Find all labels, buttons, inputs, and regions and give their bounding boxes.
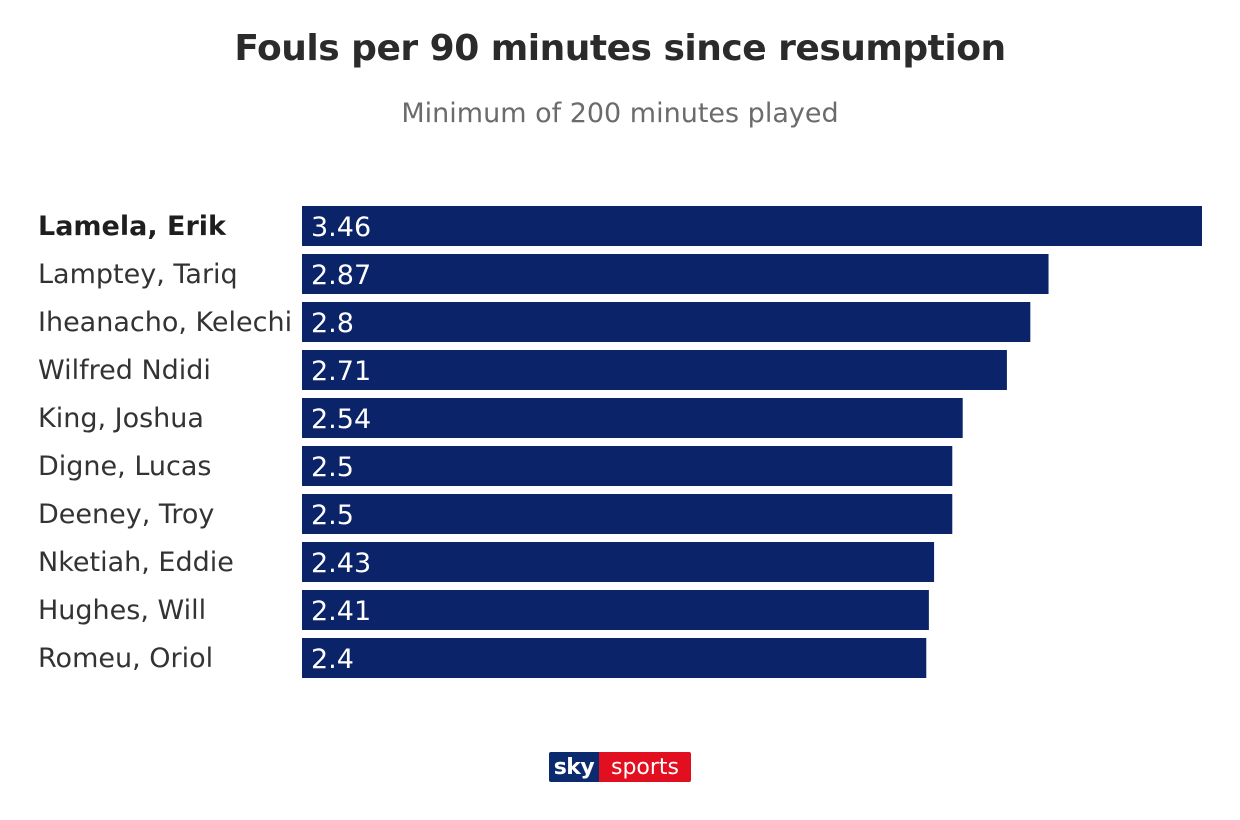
bar-row: Digne, Lucas 2.5 bbox=[38, 446, 953, 486]
value-label: 2.87 bbox=[311, 260, 371, 291]
bar bbox=[302, 494, 953, 534]
bar bbox=[302, 350, 1007, 390]
value-label: 2.4 bbox=[311, 644, 354, 675]
bar bbox=[302, 206, 1202, 246]
bar-row: Wilfred Ndidi 2.71 bbox=[38, 350, 1007, 390]
category-label: Wilfred Ndidi bbox=[38, 355, 211, 386]
category-label: Hughes, Will bbox=[38, 595, 206, 626]
value-label: 2.5 bbox=[311, 500, 354, 531]
bar bbox=[302, 638, 927, 678]
bar bbox=[302, 590, 929, 630]
value-label: 2.71 bbox=[311, 356, 371, 387]
bar-row: Hughes, Will 2.41 bbox=[38, 590, 929, 630]
bar bbox=[302, 398, 963, 438]
bar bbox=[302, 542, 935, 582]
value-label: 2.43 bbox=[311, 548, 371, 579]
value-label: 2.5 bbox=[311, 452, 354, 483]
value-label: 2.54 bbox=[311, 404, 371, 435]
bar-row: Lamptey, Tariq 2.87 bbox=[38, 254, 1049, 294]
logo-sports-text: sports bbox=[599, 752, 691, 782]
bar-row: King, Joshua 2.54 bbox=[38, 398, 963, 438]
bar bbox=[302, 254, 1049, 294]
value-label: 2.8 bbox=[311, 308, 354, 339]
category-label: Lamela, Erik bbox=[38, 211, 227, 242]
chart-title: Fouls per 90 minutes since resumption bbox=[234, 28, 1006, 69]
category-label: Deeney, Troy bbox=[38, 499, 214, 530]
category-label: Lamptey, Tariq bbox=[38, 259, 238, 290]
bar bbox=[302, 302, 1031, 342]
bar bbox=[302, 446, 953, 486]
value-label: 2.41 bbox=[311, 596, 371, 627]
bar-row: Lamela, Erik 3.46 bbox=[38, 206, 1202, 246]
bar-row: Iheanacho, Kelechi 2.8 bbox=[38, 302, 1031, 342]
category-label: Nketiah, Eddie bbox=[38, 547, 234, 578]
value-label: 3.46 bbox=[311, 212, 371, 243]
logo-sky-text: sky bbox=[549, 752, 599, 782]
category-label: Digne, Lucas bbox=[38, 451, 211, 482]
bar-row: Deeney, Troy 2.5 bbox=[38, 494, 953, 534]
chart-subtitle: Minimum of 200 minutes played bbox=[401, 98, 839, 129]
bar-row: Romeu, Oriol 2.4 bbox=[38, 638, 927, 678]
bar-row: Nketiah, Eddie 2.43 bbox=[38, 542, 935, 582]
category-label: Iheanacho, Kelechi bbox=[38, 307, 292, 338]
category-label: King, Joshua bbox=[38, 403, 204, 434]
category-label: Romeu, Oriol bbox=[38, 643, 213, 674]
sky-sports-logo: sky sports bbox=[549, 752, 691, 782]
